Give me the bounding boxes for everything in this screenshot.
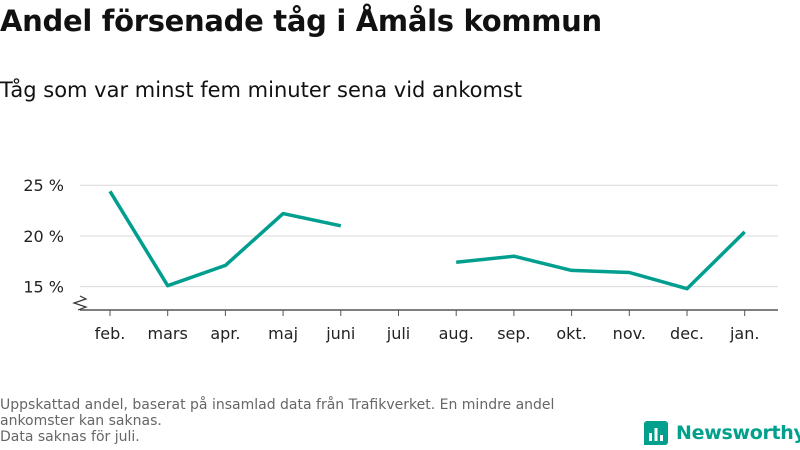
y-tick-label: 15 % — [23, 278, 64, 297]
x-tick-label: maj — [268, 324, 298, 343]
y-tick-label: 25 % — [23, 176, 64, 195]
x-tick-label: sep. — [497, 324, 530, 343]
y-tick-label: 20 % — [23, 227, 64, 246]
x-tick-label: jan. — [729, 324, 759, 343]
chart-title: Andel försenade tåg i Åmåls kommun — [0, 4, 602, 38]
x-tick-label: nov. — [613, 324, 646, 343]
axis-break-icon — [72, 295, 88, 311]
x-tick-label: aug. — [439, 324, 474, 343]
x-tick-label: feb. — [95, 324, 126, 343]
footnote-line: Data saknas för juli. — [0, 429, 140, 445]
x-tick-label: juni — [325, 324, 355, 343]
line-chart: 15 % 20 % 25 % feb. mars apr. maj juni juli aug. s… — [23, 176, 778, 343]
x-tick-label: apr. — [210, 324, 240, 343]
series-line — [456, 230, 746, 291]
x-tick-label: mars — [148, 324, 188, 343]
bar-chart-icon — [644, 421, 668, 445]
series-line — [108, 190, 342, 288]
footnote-line: Uppskattad andel, baserat på insamlad da… — [0, 397, 555, 413]
chart-subtitle: Tåg som var minst fem minuter sena vid a… — [0, 78, 523, 102]
x-tick-label: dec. — [670, 324, 704, 343]
footnote-line: ankomster kan saknas. — [0, 413, 162, 429]
brand-logo: Newsworthy — [644, 420, 800, 446]
footnote: Uppskattad andel, baserat på insamlad da… — [0, 397, 640, 445]
x-tick-label: juli — [386, 324, 410, 343]
brand-name: Newsworthy — [676, 422, 800, 444]
x-tick-label: okt. — [556, 324, 586, 343]
